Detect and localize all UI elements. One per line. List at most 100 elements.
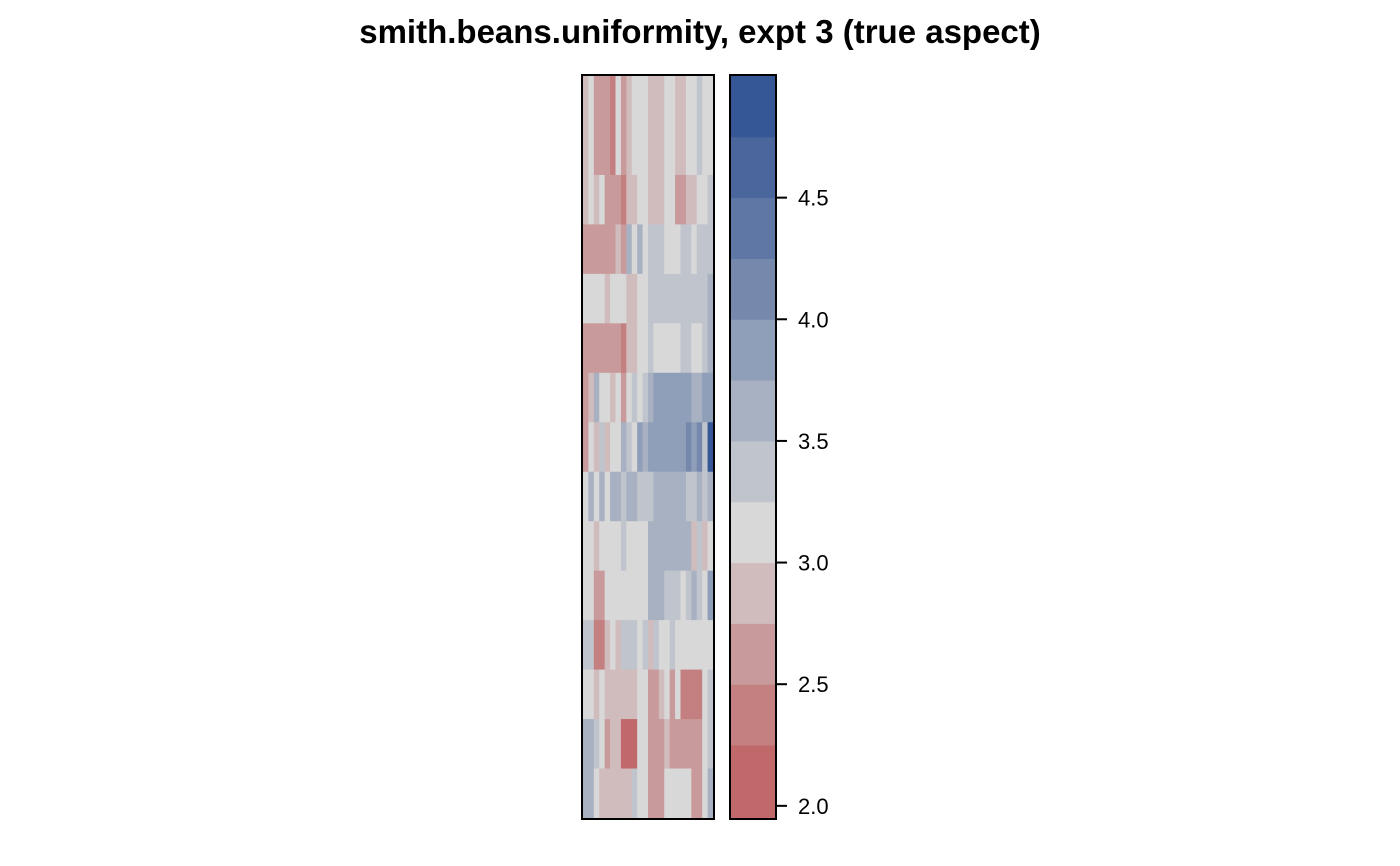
heatmap-cell [599, 125, 606, 176]
heatmap-cell [620, 768, 627, 819]
heatmap-cell [604, 669, 611, 720]
heatmap-cell [583, 471, 590, 522]
heatmap-cell [593, 422, 600, 473]
heatmap-cell [658, 620, 665, 671]
heatmap-cell [604, 620, 611, 671]
heatmap-cell [604, 768, 611, 819]
heatmap-cell [610, 768, 617, 819]
heatmap-cell [648, 521, 655, 572]
heatmap-cell [685, 422, 692, 473]
heatmap-cell [680, 620, 687, 671]
heatmap-cell [615, 719, 622, 770]
heatmap-cell [691, 76, 698, 127]
heatmap-cell [599, 471, 606, 522]
heatmap-cell [707, 224, 714, 275]
colorbar-tick-label: 3.0 [798, 551, 829, 576]
heatmap-cell [691, 273, 698, 324]
heatmap-cell [664, 768, 671, 819]
heatmap-cell [599, 372, 606, 423]
heatmap-cell [669, 323, 676, 374]
heatmap-cell [642, 323, 649, 374]
heatmap-cell [675, 174, 682, 225]
heatmap-cell [685, 570, 692, 621]
heatmap-cell [637, 570, 644, 621]
colorbar-swatch [731, 76, 775, 138]
heatmap-cell [685, 620, 692, 671]
heatmap-cell [653, 76, 660, 127]
heatmap-cell [631, 323, 638, 374]
heatmap-cell [653, 273, 660, 324]
heatmap-cell [664, 521, 671, 572]
heatmap-cell [669, 422, 676, 473]
colorbar-swatch [731, 562, 775, 624]
heatmap-cell [588, 570, 595, 621]
heatmap-cell [675, 323, 682, 374]
heatmap-cell [642, 669, 649, 720]
heatmap-cell [615, 471, 622, 522]
heatmap-cell [604, 76, 611, 127]
heatmap-cell [615, 174, 622, 225]
heatmap-cell [637, 422, 644, 473]
heatmap-cell [702, 570, 709, 621]
heatmap-cell [604, 471, 611, 522]
heatmap-cell [685, 471, 692, 522]
heatmap-cell [642, 768, 649, 819]
heatmap-cell [637, 224, 644, 275]
colorbar-swatch [731, 136, 775, 199]
colorbar-swatch [731, 684, 775, 746]
heatmap-cell [648, 372, 655, 423]
heatmap-cell [696, 422, 703, 473]
heatmap-cell [637, 174, 644, 225]
heatmap-cell [648, 422, 655, 473]
heatmap-cell [648, 719, 655, 770]
heatmap-cell [685, 125, 692, 176]
heatmap-cell [583, 273, 590, 324]
heatmap-cell [593, 323, 600, 374]
heatmap-cell [620, 570, 627, 621]
heatmap-cell [707, 471, 714, 522]
heatmap-cell [675, 76, 682, 127]
heatmap-cell [620, 76, 627, 127]
heatmap-cell [664, 273, 671, 324]
heatmap-cell [680, 125, 687, 176]
heatmap-cell [620, 224, 627, 275]
heatmap-cell [615, 372, 622, 423]
heatmap-cell [593, 125, 600, 176]
heatmap-cell [658, 719, 665, 770]
heatmap-cell [593, 719, 600, 770]
heatmap-cell [696, 768, 703, 819]
heatmap-cell [610, 76, 617, 127]
heatmap-cell [658, 125, 665, 176]
heatmap-cell [631, 521, 638, 572]
heatmap-cell [691, 768, 698, 819]
heatmap-cell [648, 174, 655, 225]
heatmap-cell [626, 669, 633, 720]
heatmap-cell [615, 224, 622, 275]
heatmap-cell [637, 620, 644, 671]
heatmap-cell [669, 174, 676, 225]
heatmap-cell [707, 273, 714, 324]
heatmap-cell [664, 471, 671, 522]
heatmap-cell [615, 570, 622, 621]
heatmap-cell [626, 471, 633, 522]
heatmap-cell [615, 521, 622, 572]
heatmap-cell [696, 174, 703, 225]
heatmap-cell [626, 570, 633, 621]
heatmap-cell [631, 174, 638, 225]
heatmap-cell [653, 620, 660, 671]
heatmap-cell [691, 620, 698, 671]
heatmap-cell [696, 224, 703, 275]
heatmap-cell [658, 521, 665, 572]
heatmap-cell [664, 174, 671, 225]
heatmap-cell [588, 768, 595, 819]
heatmap-cell [631, 125, 638, 176]
heatmap-cell [620, 719, 627, 770]
heatmap-cell [664, 669, 671, 720]
heatmap-cell [658, 471, 665, 522]
heatmap-cell [680, 521, 687, 572]
heatmap-cell [653, 521, 660, 572]
heatmap-cell [702, 620, 709, 671]
heatmap-cell [658, 76, 665, 127]
heatmap-cell [702, 768, 709, 819]
heatmap-cell [707, 125, 714, 176]
